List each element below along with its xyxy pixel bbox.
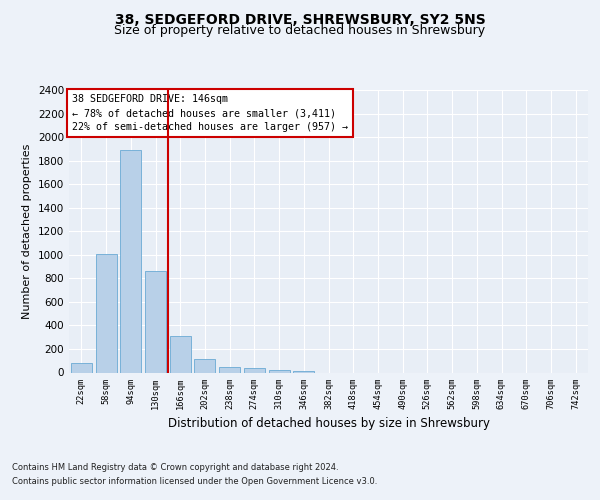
Bar bbox=[293, 371, 314, 372]
Bar bbox=[145, 272, 166, 372]
Bar bbox=[269, 370, 290, 372]
Text: 38, SEDGEFORD DRIVE, SHREWSBURY, SY2 5NS: 38, SEDGEFORD DRIVE, SHREWSBURY, SY2 5NS bbox=[115, 12, 485, 26]
Bar bbox=[120, 150, 141, 372]
Bar bbox=[244, 368, 265, 372]
Bar bbox=[219, 366, 240, 372]
Text: 38 SEDGEFORD DRIVE: 146sqm
← 78% of detached houses are smaller (3,411)
22% of s: 38 SEDGEFORD DRIVE: 146sqm ← 78% of deta… bbox=[71, 94, 347, 132]
Text: Contains public sector information licensed under the Open Government Licence v3: Contains public sector information licen… bbox=[12, 477, 377, 486]
Bar bbox=[170, 336, 191, 372]
Bar bbox=[71, 363, 92, 372]
Bar bbox=[194, 359, 215, 372]
X-axis label: Distribution of detached houses by size in Shrewsbury: Distribution of detached houses by size … bbox=[167, 417, 490, 430]
Text: Size of property relative to detached houses in Shrewsbury: Size of property relative to detached ho… bbox=[115, 24, 485, 37]
Bar bbox=[95, 254, 116, 372]
Text: Contains HM Land Registry data © Crown copyright and database right 2024.: Contains HM Land Registry data © Crown c… bbox=[12, 464, 338, 472]
Y-axis label: Number of detached properties: Number of detached properties bbox=[22, 144, 32, 319]
